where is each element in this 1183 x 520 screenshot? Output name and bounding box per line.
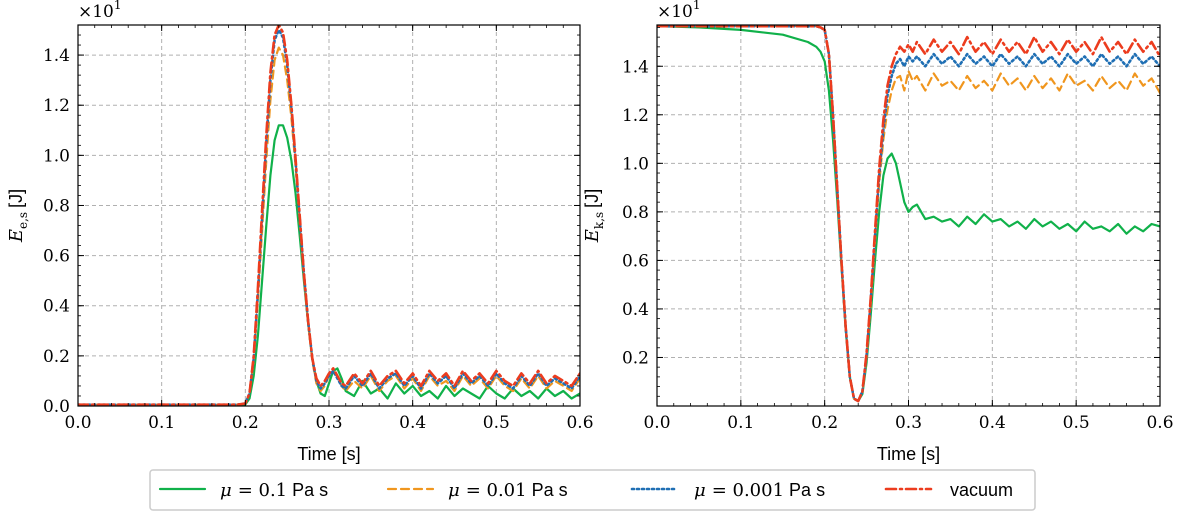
grid	[657, 25, 1160, 406]
x-tick-label: 0.6	[566, 413, 593, 433]
plot-frame	[656, 24, 1161, 407]
legend-unit: Pa s	[532, 480, 568, 500]
grid	[78, 25, 580, 406]
y-tick-label: 1.4	[43, 46, 70, 66]
y-axis-unit: [J]	[582, 189, 602, 208]
legend-frame	[149, 469, 1036, 511]
y-axis-subscript: e,s	[16, 212, 30, 229]
legend-equals: = 0.01	[466, 480, 527, 501]
y-tick-label: 0.2	[622, 348, 649, 368]
legend-unit: Pa s	[292, 480, 328, 500]
x-axis-label: Time [s]	[877, 444, 940, 464]
x-tick-label: 0.2	[811, 413, 838, 433]
x-tick-label: 0.5	[483, 413, 510, 433]
x-tick-label: 0.3	[315, 413, 342, 433]
y-offset-base: ×10	[657, 2, 693, 22]
y-tick-label: 0.6	[622, 251, 649, 271]
y-tick-label: 1.2	[622, 106, 649, 126]
y-tick-label: 0.8	[43, 196, 70, 216]
x-tick-label: 0.0	[643, 413, 670, 433]
y-tick-label: 1.0	[622, 154, 649, 174]
series-line-mu=0.1	[78, 124, 580, 406]
y-tick-label: 0.6	[43, 247, 70, 267]
y-axis-symbol: E	[582, 229, 603, 243]
legend-equals: = 0.1	[238, 480, 287, 501]
chart-electric-energy: 0.0 0.1 0.2 0.3 0.4 0.5 0.6 0.0 0.2 0.4 0.6 0.8 1.0 1…	[6, 0, 594, 464]
legend-symbol: μ	[448, 480, 460, 501]
y-tick-label: 1.0	[43, 146, 70, 166]
legend-symbol: μ	[220, 480, 232, 501]
y-tick-label: 0.2	[43, 347, 70, 367]
x-tick-label: 0.5	[1063, 413, 1090, 433]
series-group	[657, 25, 1160, 403]
y-tick-label: 1.2	[43, 96, 70, 116]
legend-label-mu-0.01: μ = 0.01 Pa s	[448, 480, 568, 501]
x-tick-label: 0.1	[148, 413, 175, 433]
y-tick-label: 0.4	[622, 300, 649, 320]
y-tick-label: 0.0	[43, 397, 70, 417]
legend-label-mu-0.1: μ = 0.1 Pa s	[220, 480, 328, 501]
series-line-mu=0.01	[78, 46, 580, 406]
y-offset-label: ×101	[657, 0, 701, 22]
x-tick-label: 0.4	[979, 413, 1006, 433]
chart-kinetic-energy: 0.0 0.1 0.2 0.3 0.4 0.5 0.6 0.2 0.4 0.6 0.8 1.0 1.2 1…	[582, 0, 1174, 464]
legend-symbol: μ	[694, 480, 706, 501]
y-axis-unit: [J]	[6, 189, 26, 208]
y-axis-label: Ee,s [J]	[6, 189, 30, 243]
x-tick-label: 0.3	[895, 413, 922, 433]
y-axis-symbol: E	[6, 229, 27, 243]
plot-frame	[77, 24, 581, 407]
series-line-vacuum	[657, 25, 1160, 403]
legend: μ = 0.1 Pa s μ = 0.01 Pa s μ = 0.001 Pa s vacu…	[149, 469, 1036, 511]
x-tick-label: 0.2	[232, 413, 259, 433]
y-offset-base: ×10	[78, 2, 114, 22]
ticks: 0.0 0.1 0.2 0.3 0.4 0.5 0.6 0.0 0.2 0.4 0.6 0.8 1.0 1…	[43, 24, 594, 433]
x-axis-label: Time [s]	[297, 444, 360, 464]
ticks: 0.0 0.1 0.2 0.3 0.4 0.5 0.6 0.2 0.4 0.6 0.8 1.0 1.2 1…	[622, 25, 1174, 433]
legend-label-mu-0.001: μ = 0.001 Pa s	[694, 480, 825, 501]
y-offset-label: ×101	[78, 0, 122, 22]
x-tick-label: 0.4	[399, 413, 426, 433]
y-axis-label: Ek,s [J]	[582, 189, 606, 243]
legend-unit: Pa s	[789, 480, 825, 500]
x-tick-label: 0.6	[1146, 413, 1173, 433]
y-axis-subscript: k,s	[592, 212, 606, 229]
y-tick-label: 0.8	[622, 203, 649, 223]
legend-equals: = 0.001	[712, 480, 784, 501]
x-tick-label: 0.1	[727, 413, 754, 433]
series-line-vacuum	[78, 25, 580, 406]
y-offset-exponent: 1	[114, 0, 122, 12]
y-tick-label: 1.4	[622, 57, 649, 77]
x-tick-label: 0.0	[64, 413, 91, 433]
y-tick-label: 0.4	[43, 297, 70, 317]
y-offset-exponent: 1	[693, 0, 701, 12]
series-group	[78, 25, 580, 406]
legend-label-vacuum: vacuum	[950, 480, 1013, 500]
